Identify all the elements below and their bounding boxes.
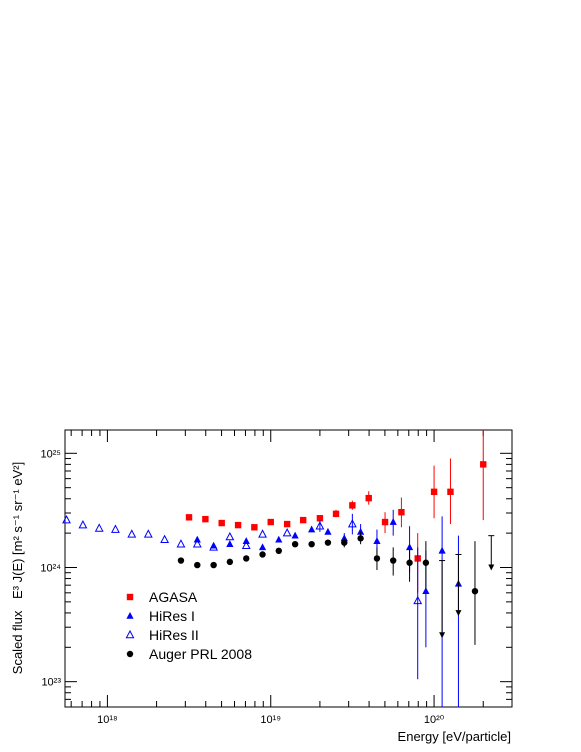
data-point bbox=[177, 557, 185, 564]
data-point bbox=[347, 519, 357, 528]
data-point bbox=[365, 494, 372, 502]
y-tick-label: 10²³ bbox=[41, 677, 61, 689]
series-hires-i bbox=[193, 509, 463, 707]
data-point bbox=[332, 510, 340, 518]
x-tick-label: 10¹⁸ bbox=[97, 714, 118, 726]
y-axis-label-group: Scaled flux E³ J(E) [m² s⁻¹ sr⁻¹ eV²] bbox=[10, 462, 25, 674]
data-point bbox=[202, 515, 209, 523]
data-point bbox=[234, 521, 242, 529]
data-point bbox=[291, 540, 299, 548]
legend-label: AGASA bbox=[149, 589, 198, 605]
legend-label: Auger PRL 2008 bbox=[149, 646, 252, 662]
data-point bbox=[251, 524, 258, 531]
x-tick-label: 10¹⁹ bbox=[260, 714, 281, 726]
y-tick-label: 10²⁵ bbox=[41, 448, 61, 460]
legend-marker bbox=[126, 612, 134, 619]
data-point bbox=[62, 515, 71, 524]
data-point bbox=[176, 539, 186, 548]
data-point bbox=[282, 528, 292, 537]
y-axis-label-prefix: Scaled flux bbox=[10, 610, 25, 674]
data-point bbox=[308, 525, 316, 533]
data-point bbox=[447, 488, 454, 496]
upper-limit-arrow bbox=[488, 564, 495, 571]
x-tick-label: 10²⁰ bbox=[424, 714, 445, 726]
legend-label: HiRes II bbox=[149, 627, 199, 643]
data-point bbox=[357, 527, 365, 535]
data-point bbox=[438, 546, 446, 554]
data-point bbox=[340, 534, 348, 542]
data-point bbox=[160, 534, 170, 544]
data-point bbox=[413, 595, 423, 605]
series-auger-prl-2008 bbox=[177, 531, 495, 645]
data-point bbox=[389, 557, 397, 564]
data-point bbox=[324, 539, 332, 546]
legend-label: HiRes I bbox=[149, 608, 195, 624]
data-point bbox=[471, 587, 479, 595]
upper-limit-arrow bbox=[455, 610, 462, 617]
y-axis-ticks: 10²³ 10²⁴ 10²⁵ bbox=[40, 448, 512, 708]
legend-marker bbox=[126, 650, 134, 658]
data-point bbox=[389, 518, 397, 525]
y-axis-label-expression: E³ J(E) [m² s⁻¹ sr⁻¹ eV²] bbox=[10, 462, 25, 599]
data-point bbox=[324, 527, 332, 535]
data-point bbox=[258, 543, 267, 551]
data-point bbox=[243, 555, 250, 562]
data-point bbox=[398, 508, 405, 516]
data-point bbox=[480, 461, 487, 468]
data-point bbox=[258, 529, 267, 538]
data-point bbox=[430, 488, 438, 496]
plot-frame bbox=[64, 429, 513, 708]
data-point bbox=[209, 542, 219, 551]
series-hires-ii bbox=[62, 513, 423, 680]
data-point bbox=[242, 537, 250, 544]
data-point bbox=[225, 531, 235, 541]
data-point bbox=[226, 540, 234, 547]
data-point bbox=[373, 537, 381, 544]
data-point bbox=[267, 518, 274, 526]
data-point bbox=[241, 540, 251, 550]
data-point bbox=[94, 523, 104, 532]
data-point bbox=[315, 521, 325, 530]
data-point bbox=[275, 535, 283, 543]
series-agasa bbox=[185, 430, 487, 593]
data-point bbox=[218, 519, 225, 527]
data-point bbox=[316, 515, 324, 522]
data-point bbox=[283, 520, 291, 528]
x-axis-label: Energy [eV/particle] bbox=[398, 729, 511, 744]
legend: AGASA HiRes I HiRes II Auger PRL 2008 bbox=[125, 589, 252, 662]
legend-marker bbox=[125, 629, 135, 639]
data-point bbox=[143, 529, 153, 538]
data-point bbox=[406, 559, 413, 566]
data-point bbox=[78, 520, 88, 529]
data-point bbox=[422, 559, 430, 566]
legend-marker bbox=[126, 593, 134, 601]
data-point bbox=[194, 561, 201, 569]
data-point bbox=[299, 516, 307, 524]
upper-limit-arrow bbox=[439, 632, 446, 639]
data-point bbox=[210, 561, 217, 569]
data-point bbox=[308, 540, 315, 548]
data-point bbox=[127, 529, 137, 538]
data-point bbox=[381, 518, 389, 526]
data-point bbox=[226, 558, 234, 566]
data-point bbox=[357, 535, 364, 542]
data-point bbox=[275, 547, 282, 555]
y-axis-label: Scaled flux E³ J(E) [m² s⁻¹ sr⁻¹ eV²] bbox=[10, 462, 25, 674]
y-tick-label: 10²⁴ bbox=[40, 562, 61, 574]
data-point bbox=[422, 587, 430, 594]
data-point bbox=[259, 551, 266, 558]
data-point bbox=[349, 502, 356, 509]
data-point bbox=[341, 539, 348, 546]
data-point bbox=[111, 524, 120, 533]
data-point bbox=[291, 531, 299, 539]
x-axis-ticks: 10¹⁸ 10¹⁹ 10²⁰ bbox=[70, 430, 513, 726]
data-point bbox=[185, 514, 193, 521]
data-point bbox=[192, 539, 202, 548]
data-point bbox=[373, 555, 381, 562]
data-points bbox=[62, 430, 495, 707]
